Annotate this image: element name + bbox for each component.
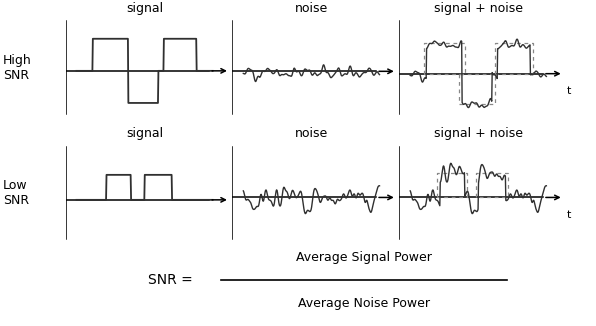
Text: t: t — [567, 210, 571, 220]
Text: Average Signal Power: Average Signal Power — [296, 251, 432, 264]
Text: t: t — [400, 210, 404, 220]
Text: SNR =: SNR = — [148, 274, 197, 287]
Text: t: t — [233, 83, 237, 93]
Text: signal + noise: signal + noise — [434, 2, 523, 15]
Text: signal + noise: signal + noise — [434, 127, 523, 140]
Text: signal: signal — [126, 127, 163, 140]
Text: High
SNR: High SNR — [3, 54, 32, 82]
Text: signal: signal — [126, 2, 163, 15]
Text: Average Noise Power: Average Noise Power — [297, 297, 430, 310]
Text: noise: noise — [295, 127, 328, 140]
Text: noise: noise — [295, 2, 328, 15]
Text: t: t — [400, 84, 404, 94]
Text: t: t — [567, 86, 571, 96]
Text: Low
SNR: Low SNR — [3, 179, 29, 207]
Text: t: t — [233, 212, 237, 222]
